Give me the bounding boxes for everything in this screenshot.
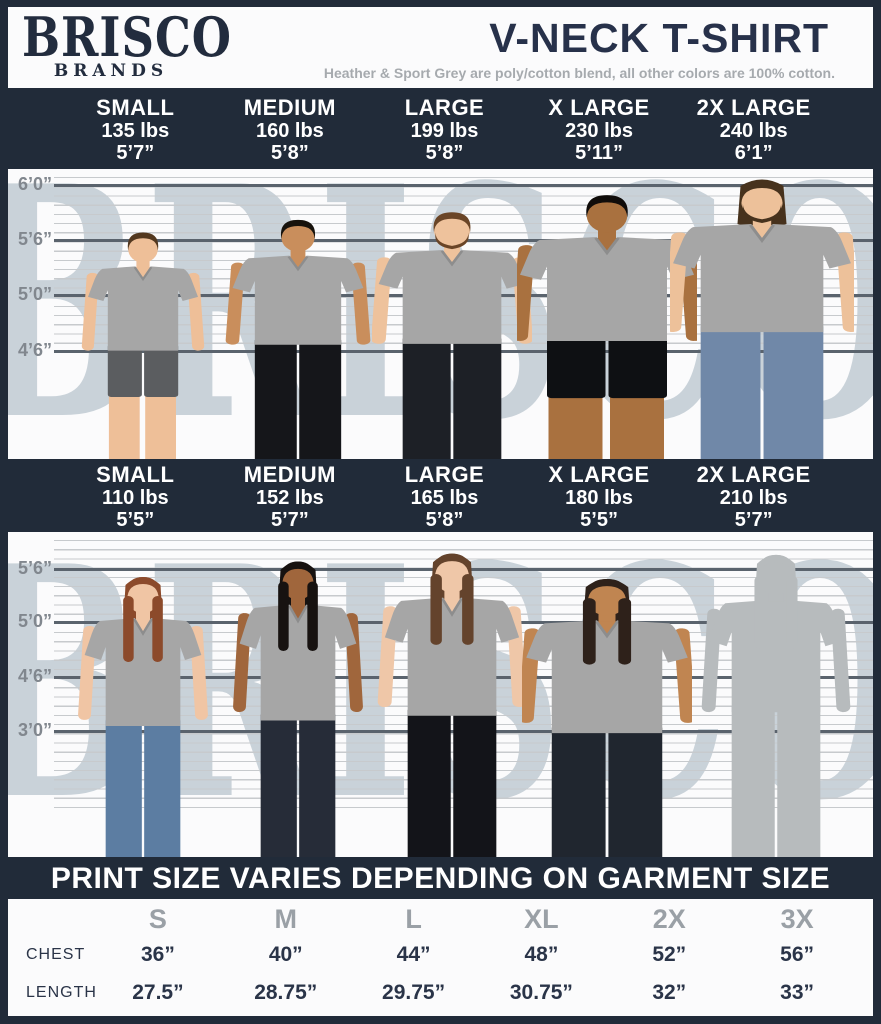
weight-label: 152 lbs <box>255 487 324 509</box>
length-value: 30.75” <box>509 981 573 1004</box>
height-line-6ft <box>54 184 873 187</box>
chest-value: 40” <box>268 943 303 966</box>
length-value: 33” <box>780 981 814 1004</box>
height-label: 5’7” <box>734 509 773 531</box>
page-title: V-NECK T-SHIRT <box>489 15 829 61</box>
model-women-0 <box>78 577 208 857</box>
height-tick-label: 4’6” <box>17 340 52 360</box>
col-header-2x: 2X <box>652 904 686 934</box>
height-tick-label: 5’6” <box>17 558 52 578</box>
height-tick-label: 3’0” <box>17 720 52 740</box>
model-women-3 <box>522 579 692 857</box>
brand-logo-text: BRISCO <box>22 5 232 69</box>
height-label: 5’7” <box>116 142 155 164</box>
womens-size-column-xlarge: X LARGE 180 lbs 5’5” <box>522 462 677 532</box>
weight-label: 165 lbs <box>410 487 479 509</box>
womens-size-column-large: LARGE 165 lbs 5’8” <box>367 462 522 532</box>
header: BRISCO BRANDS V-NECK T-SHIRT Heather & S… <box>8 7 873 88</box>
brand-logo: BRISCO BRANDS <box>22 5 232 81</box>
size-label: SMALL <box>96 462 175 487</box>
mens-size-column-small: SMALL 135 lbs 5’7” <box>58 95 213 169</box>
length-value: 27.5” <box>132 981 184 1004</box>
brand-logo-subtext: BRANDS <box>53 61 169 81</box>
mens-size-column-2xlarge: 2X LARGE 240 lbs 6’1” <box>676 95 831 169</box>
weight-label: 110 lbs <box>101 487 169 509</box>
mens-size-column-xlarge: X LARGE 230 lbs 5’11” <box>522 95 677 169</box>
weight-label: 230 lbs <box>565 120 633 142</box>
height-tick-label: 5’0” <box>17 611 52 631</box>
size-label: 2X LARGE <box>696 95 811 120</box>
womens-lineup-photo: BRISCO 5’6” 5’0” 4’6” 3’0” <box>8 532 873 857</box>
weight-label: 160 lbs <box>255 120 324 142</box>
womens-size-column-small: SMALL 110 lbs 5’5” <box>58 462 213 532</box>
height-tick-label: 5’0” <box>17 284 52 304</box>
fabric-note: Heather & Sport Grey are poly/cotton ble… <box>323 65 835 81</box>
size-label: MEDIUM <box>243 95 336 120</box>
height-label: 5’8” <box>425 142 464 164</box>
col-header-3x: 3X <box>780 904 814 934</box>
womens-size-row: SMALL 110 lbs 5’5” MEDIUM 152 lbs 5’7” L… <box>0 459 881 532</box>
womens-models <box>8 532 873 857</box>
weight-label: 135 lbs <box>101 120 170 142</box>
mens-lineup-photo: BRISCO 6’0” 5’6” 5’0” 4’6” <box>8 169 873 459</box>
model-men-2 <box>372 212 532 459</box>
height-label: 5’7” <box>270 509 309 531</box>
mens-size-column-medium: MEDIUM 160 lbs 5’8” <box>213 95 368 169</box>
col-header-xl: XL <box>524 904 559 934</box>
chest-value: 36” <box>140 943 175 966</box>
height-label: 6’1” <box>734 142 773 164</box>
size-label: 2X LARGE <box>696 462 811 487</box>
size-label: X LARGE <box>548 95 650 120</box>
size-label: SMALL <box>96 95 175 120</box>
table-corner-cell <box>14 903 94 936</box>
measurement-table: S M L XL 2X 3X CHEST 36” 40” 44” 48” 52”… <box>8 899 873 1016</box>
length-value: 28.75” <box>254 981 318 1004</box>
col-header-s: S <box>148 904 167 934</box>
model-men-0 <box>81 232 205 459</box>
height-tick-label: 4’6” <box>17 666 52 686</box>
height-label: 5’5” <box>580 509 618 531</box>
mens-size-row: SMALL 135 lbs 5’7” MEDIUM 160 lbs 5’8” L… <box>0 88 881 169</box>
model-men-1 <box>225 219 371 459</box>
col-header-m: M <box>274 904 297 934</box>
chest-value: 44” <box>396 943 431 966</box>
height-label: 5’11” <box>575 142 623 164</box>
length-value: 29.75” <box>382 981 446 1004</box>
womens-size-column-medium: MEDIUM 152 lbs 5’7” <box>213 462 368 532</box>
model-women-1 <box>233 561 363 857</box>
print-size-banner: PRINT SIZE VARIES DEPENDING ON GARMENT S… <box>0 857 881 899</box>
weight-label: 180 lbs <box>565 487 633 509</box>
length-value: 32” <box>652 981 687 1004</box>
model-women-2 <box>377 553 527 857</box>
row-label-length: LENGTH <box>26 984 97 1001</box>
chest-value: 56” <box>780 943 814 966</box>
weight-label: 240 lbs <box>719 120 788 142</box>
chest-value: 48” <box>524 943 559 966</box>
col-header-l: L <box>405 904 422 934</box>
mens-size-column-large: LARGE 199 lbs 5’8” <box>367 95 522 169</box>
size-label: LARGE <box>404 95 485 120</box>
womens-size-column-2xlarge: 2X LARGE 210 lbs 5’7” <box>676 462 831 532</box>
model-women-silhouette <box>701 554 851 857</box>
size-label: MEDIUM <box>243 462 336 487</box>
height-tick-label: 6’0” <box>17 174 52 194</box>
mens-models <box>8 169 873 459</box>
size-label: LARGE <box>404 462 485 487</box>
row-label-chest: CHEST <box>26 946 86 963</box>
height-label: 5’8” <box>270 142 309 164</box>
weight-label: 199 lbs <box>410 120 479 142</box>
size-label: X LARGE <box>548 462 650 487</box>
model-men-4 <box>670 179 854 459</box>
height-label: 5’5” <box>116 509 155 531</box>
weight-label: 210 lbs <box>719 487 788 509</box>
height-tick-label: 5’6” <box>17 229 52 249</box>
chest-value: 52” <box>652 943 687 966</box>
height-label: 5’8” <box>425 509 464 531</box>
